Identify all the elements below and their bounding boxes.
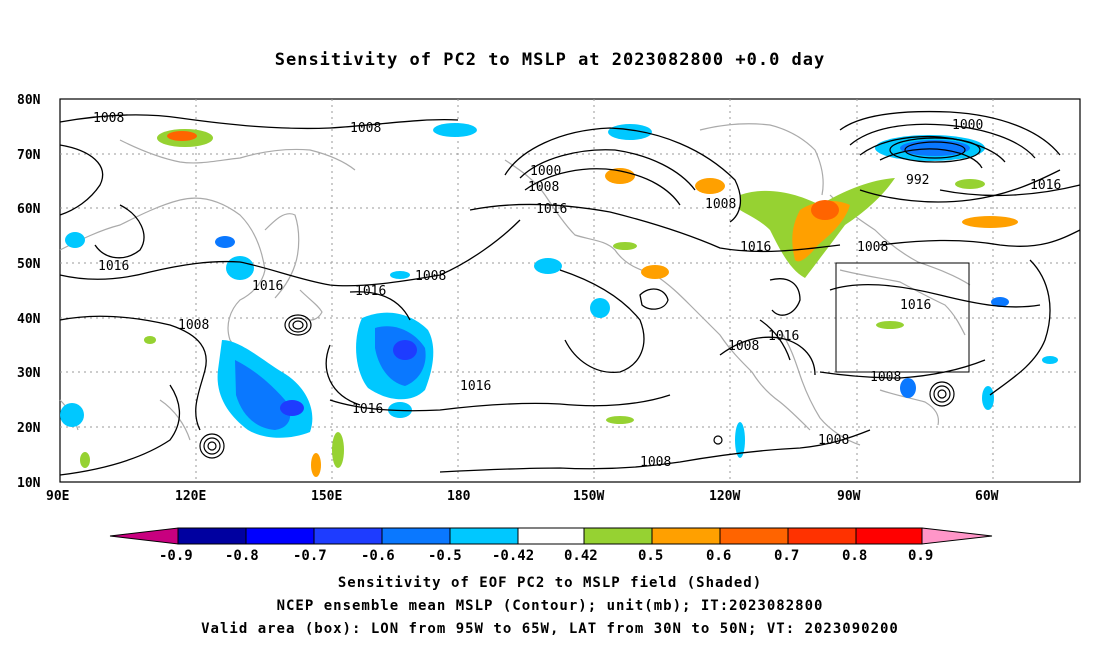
contour-label: 1016 (536, 202, 567, 217)
lon-label: 90W (837, 489, 861, 504)
figure-title: Sensitivity of PC2 to MSLP at 2023082800… (274, 50, 826, 70)
contour-label: 1016 (900, 298, 931, 313)
colorbar-label: -0.9 (159, 548, 193, 564)
colorbar-swatch (313, 527, 383, 545)
contour-label: 1016 (1030, 178, 1061, 193)
contour-label: 992 (906, 173, 929, 188)
colorbar-label: -0.7 (293, 548, 327, 564)
lat-label: 70N (17, 148, 41, 163)
contour-label: 1016 (460, 379, 491, 394)
valid-area-box (835, 262, 970, 373)
lat-label: 20N (17, 421, 41, 436)
contour-label: 1008 (178, 318, 209, 333)
lat-label: 30N (17, 366, 41, 381)
coastlines (59, 123, 971, 446)
colorbar-label: -0.42 (492, 548, 534, 564)
colorbar-swatch (177, 527, 247, 545)
contour-label: 1008 (728, 339, 759, 354)
lon-label: 180 (447, 489, 471, 504)
contour-label: 1008 (350, 121, 381, 136)
mslp-contours (59, 110, 1081, 476)
contour-label: 1008 (870, 370, 901, 385)
colorbar-label: 0.42 (564, 548, 598, 564)
colorbar-swatch (245, 527, 315, 545)
colorbar-label: 0.7 (774, 548, 799, 564)
contour-label: 1016 (768, 329, 799, 344)
colorbar-low-triangle (109, 527, 179, 545)
colorbar-swatch (787, 527, 857, 545)
colorbar-label: 0.6 (706, 548, 731, 564)
lat-label: 10N (17, 476, 41, 491)
colorbar: -0.9 -0.8 -0.7 -0.6 -0.5 -0.42 0.42 0.5 … (109, 527, 993, 564)
longitude-labels: 90E 120E 150E 180 150W 120W 90W 60W (46, 489, 999, 504)
colorbar-label: 0.5 (638, 548, 663, 564)
contour-label: 1016 (252, 279, 283, 294)
colorbar-label: 0.9 (908, 548, 933, 564)
colorbar-label: -0.6 (361, 548, 395, 564)
contour-label: 1008 (857, 240, 888, 255)
latitude-labels: 80N 70N 60N 50N 40N 30N 20N 10N (17, 93, 41, 491)
lon-label: 150E (311, 489, 342, 504)
colorbar-swatch (719, 527, 789, 545)
contour-label: 1008 (640, 455, 671, 470)
lat-label: 50N (17, 257, 41, 272)
colorbar-swatch (449, 527, 519, 545)
contour-label: 1008 (93, 111, 124, 126)
colorbar-swatch (517, 527, 585, 545)
footer-line-valid-area: Valid area (box): LON from 95W to 65W, L… (201, 621, 899, 637)
map-frame (59, 98, 1081, 483)
lon-label: 60W (975, 489, 999, 504)
footer-line-contour: NCEP ensemble mean MSLP (Contour); unit(… (276, 598, 824, 614)
colorbar-label: -0.8 (225, 548, 259, 564)
lon-label: 120E (175, 489, 206, 504)
colorbar-high-triangle (921, 527, 993, 545)
contour-label: 1008 (818, 433, 849, 448)
contour-label: 1016 (740, 240, 771, 255)
lat-label: 40N (17, 312, 41, 327)
colorbar-label: -0.5 (428, 548, 462, 564)
lon-label: 90E (46, 489, 69, 504)
contour-label: 1016 (355, 284, 386, 299)
contour-labels: 1008 1008 1000 1008 1016 1008 1000 992 1… (93, 111, 1061, 470)
contour-label: 1008 (415, 269, 446, 284)
colorbar-swatch (855, 527, 923, 545)
colorbar-swatch (381, 527, 451, 545)
colorbar-swatch (651, 527, 721, 545)
contour-label: 1000 (952, 118, 983, 133)
contour-label: 1008 (528, 180, 559, 195)
lon-label: 120W (709, 489, 740, 504)
contour-label: 1016 (352, 402, 383, 417)
colorbar-swatch (583, 527, 653, 545)
contour-label: 1016 (98, 259, 129, 274)
lat-label: 60N (17, 202, 41, 217)
closed-lows (199, 137, 981, 459)
lon-label: 150W (573, 489, 604, 504)
colorbar-label: 0.8 (842, 548, 867, 564)
lat-label: 80N (17, 93, 41, 108)
contour-label: 1008 (705, 197, 736, 212)
footer-line-shading: Sensitivity of EOF PC2 to MSLP field (Sh… (337, 575, 763, 591)
contour-label: 1000 (530, 164, 561, 179)
